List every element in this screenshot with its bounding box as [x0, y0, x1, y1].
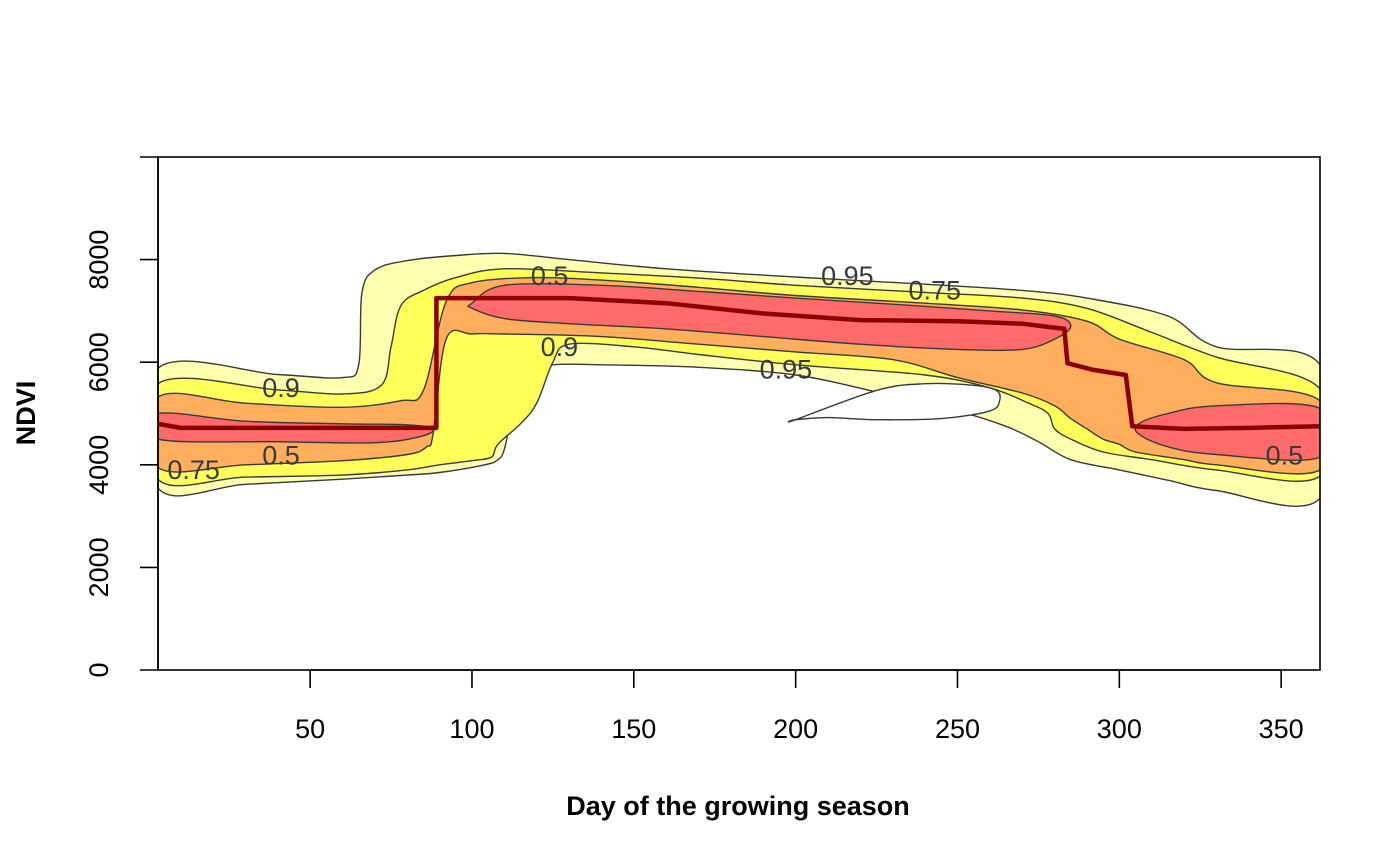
contour-labels: 0.5 0.75 0.9 0.5 0.9 0.95 0.95 0.75 0.5 — [167, 261, 1303, 485]
y-axis-title: NDVI — [11, 381, 41, 446]
x-axis-title: Day of the growing season — [566, 791, 910, 821]
contour-label: 0.5 — [531, 261, 569, 291]
contour-label: 0.9 — [541, 332, 579, 362]
contour-band-05-6 — [1134, 402, 1320, 461]
x-tick-label: 300 — [1097, 714, 1142, 744]
median-line-layer — [158, 295, 1320, 432]
y-tick-label: 0 — [84, 662, 114, 677]
contour-band-095-hole-1 — [787, 382, 1001, 423]
x-tick-label: 50 — [295, 714, 325, 744]
x-tick-label: 100 — [449, 714, 494, 744]
contour-label: 0.9 — [262, 373, 300, 403]
contour-label: 0.5 — [1266, 441, 1304, 471]
contour-label: 0.75 — [167, 455, 220, 485]
y-tick-label: 4000 — [84, 435, 114, 495]
x-tick-label: 250 — [935, 714, 980, 744]
x-tick-label: 350 — [1259, 714, 1304, 744]
contour-label: 0.75 — [909, 275, 962, 305]
x-tick-label: 200 — [773, 714, 818, 744]
contour-label: 0.95 — [821, 261, 874, 291]
contour-label: 0.5 — [262, 441, 300, 471]
x-axis: 50 100 150 200 250 300 350 — [295, 669, 1304, 744]
x-tick-label: 150 — [611, 714, 656, 744]
median-line — [158, 295, 1320, 432]
y-tick-label: 8000 — [84, 230, 114, 290]
contour-bands — [158, 252, 1320, 507]
y-axis: 0 2000 4000 6000 8000 — [84, 156, 159, 678]
y-tick-label: 2000 — [84, 537, 114, 597]
y-tick-label: 6000 — [84, 332, 114, 392]
contour-label: 0.95 — [760, 354, 813, 384]
